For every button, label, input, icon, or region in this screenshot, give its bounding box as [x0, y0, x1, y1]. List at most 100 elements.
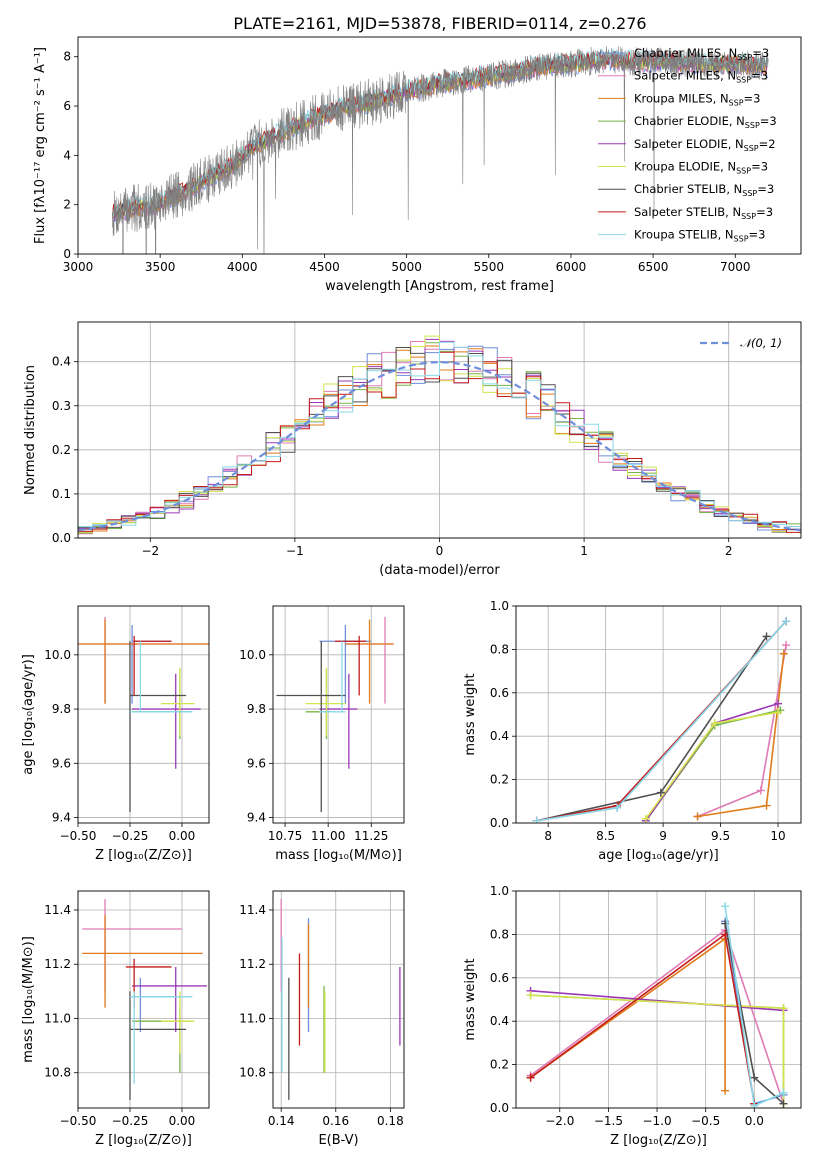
- y-tick-label: 10.8: [239, 1066, 266, 1080]
- axes-frame: [272, 605, 405, 824]
- y-tick-label: 4: [63, 148, 71, 162]
- weight-series: [532, 632, 771, 823]
- error-bar-point: [319, 624, 372, 704]
- legend: Chabrier MILES, NSSP=3 Salpeter MILES, NS…: [598, 46, 777, 244]
- error-bar-point: [129, 991, 193, 1084]
- weight-line: [530, 932, 756, 1104]
- y-tick-label: 0.2: [52, 443, 71, 457]
- weight-series: [532, 617, 791, 823]
- axes-frame: [77, 890, 210, 1109]
- weight-marker: [721, 930, 730, 939]
- weight-marker: [750, 1073, 759, 1082]
- weight-marker: [779, 1099, 788, 1108]
- weight-marker: [693, 812, 702, 821]
- axes-frame: [515, 605, 802, 824]
- error-bar-point: [132, 1007, 193, 1073]
- y-tick-label: 0.6: [490, 686, 509, 700]
- weight-marker: [710, 719, 719, 728]
- plot-area: [276, 616, 394, 813]
- x-tick-label: −1.0: [642, 1114, 671, 1128]
- y-axis-label: age [log₁₀(age/yr)]: [21, 654, 36, 775]
- error-bar-point: [78, 616, 209, 704]
- plot-area: [112, 45, 769, 254]
- x-tick-label: 5000: [391, 260, 422, 274]
- y-tick-label: 0.0: [490, 816, 509, 830]
- y-tick-label: 0.2: [490, 773, 509, 787]
- y-tick-label: 9.6: [52, 756, 71, 770]
- x-axis-label: Z [log₁₀(Z/Z⊙)]: [95, 1133, 192, 1148]
- legend-label: Chabrier MILES, NSSP=3: [634, 46, 769, 62]
- weight-marker: [782, 617, 791, 626]
- x-tick-label: 10: [770, 829, 785, 843]
- x-axis-label: Z [log₁₀(Z/Z⊙)]: [95, 848, 192, 863]
- y-tick-label: 0.4: [490, 1014, 509, 1028]
- plot-area: [280, 899, 401, 1100]
- x-tick-label: −1.5: [594, 1114, 623, 1128]
- weight-marker: [750, 1101, 759, 1108]
- y-tick-label: 10.0: [44, 648, 71, 662]
- error-bar-point: [335, 635, 367, 696]
- x-tick-label: 0.18: [377, 1114, 404, 1128]
- legend-label: Salpeter MILES, NSSP=3: [634, 69, 768, 85]
- x-tick-label: 10.75: [268, 829, 302, 843]
- error-bar-point: [129, 991, 187, 1100]
- weight-marker: [774, 699, 783, 708]
- x-tick-label: −2.0: [545, 1114, 574, 1128]
- x-tick-label: 9: [659, 829, 667, 843]
- plot-area: [82, 899, 207, 1100]
- y-tick-label: 2: [63, 198, 71, 212]
- x-tick-label: 11.00: [311, 829, 345, 843]
- y-tick-label: 11.0: [44, 1011, 71, 1025]
- y-tick-label: 1.0: [490, 884, 509, 898]
- x-axis-label: mass [log₁₀(M/M⊙)]: [275, 848, 402, 863]
- x-tick-label: 3000: [63, 260, 94, 274]
- weight-line: [536, 635, 768, 822]
- error-bar-point: [78, 619, 209, 704]
- weight-marker: [779, 649, 788, 658]
- x-tick-label: 4500: [309, 260, 340, 274]
- y-tick-label: 0.3: [52, 399, 71, 413]
- weight-marker: [613, 803, 622, 812]
- y-axis-label: Normed distribution: [23, 365, 38, 495]
- x-tick-label: 4000: [227, 260, 258, 274]
- x-tick-label: 1: [580, 544, 588, 558]
- legend-label: Kroupa MILES, NSSP=3: [634, 91, 760, 107]
- error-bar-point: [129, 641, 187, 813]
- y-tick-label: 10.8: [44, 1066, 71, 1080]
- plot-area: [526, 902, 788, 1108]
- weight-marker: [721, 902, 730, 911]
- y-tick-label: 11.2: [44, 957, 71, 971]
- error-bar-point: [132, 966, 207, 1033]
- x-tick-label: 6500: [638, 260, 669, 274]
- x-tick-label: −2: [141, 544, 159, 558]
- y-tick-label: 0.8: [490, 927, 509, 941]
- y-axis-label: mass weight: [463, 958, 478, 1040]
- weight-marker: [641, 814, 650, 823]
- y-tick-label: 11.4: [239, 903, 266, 917]
- x-tick-label: −0.25: [112, 829, 149, 843]
- error-bar-point: [305, 668, 346, 737]
- age-vs-mass-panel: 10.75 11.00 11.25 9.4 9.6 9.8 10.0 mass [log₁₀(…: [239, 605, 405, 863]
- y-axis-label: Flux [fλ10⁻¹⁷ erg cm⁻² s⁻¹ A⁻¹]: [33, 47, 48, 244]
- weight-series: [526, 930, 759, 1108]
- weight-marker: [532, 816, 541, 823]
- x-tick-label: 7000: [720, 260, 751, 274]
- weight-marker: [721, 1086, 730, 1095]
- legend-label: Kroupa STELIB, NSSP=3: [634, 228, 765, 244]
- legend-label: 𝒩(0, 1): [740, 336, 782, 350]
- axes-frame: [515, 890, 802, 1109]
- x-axis-label: Z [log₁₀(Z/Z⊙)]: [610, 1133, 707, 1148]
- normal-reference-curve: [78, 360, 801, 532]
- weight-vs-age-panel: 8 8.5 9 9.5 10 0.0 0.2 0.4 0.6 0.8 1.0 age [log₁₀(a…: [463, 599, 802, 863]
- x-tick-label: 3500: [145, 260, 176, 274]
- weight-line: [645, 702, 779, 822]
- y-tick-label: 0.6: [490, 971, 509, 985]
- y-tick-label: 6: [63, 99, 71, 113]
- residual-histogram: [78, 341, 801, 528]
- error-bar-point: [319, 641, 346, 713]
- x-axis-label: (data-model)/error: [379, 563, 500, 578]
- weight-series: [641, 708, 783, 823]
- weight-marker: [762, 801, 771, 810]
- spectrum-panel: 3000 3500 4000 4500 5000 5500 6000 6500 7000 0 2 4 6…: [33, 36, 802, 294]
- weight-marker: [526, 1073, 535, 1082]
